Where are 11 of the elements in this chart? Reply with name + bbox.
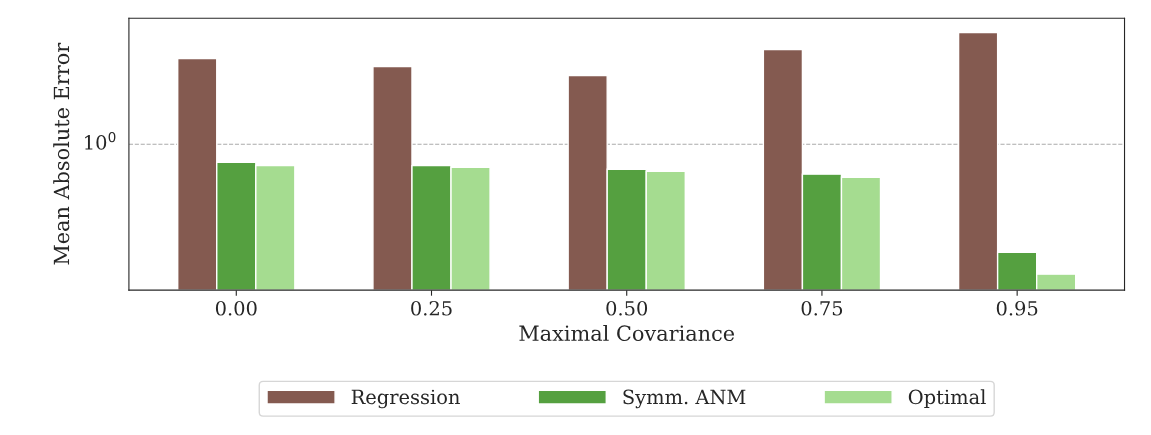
legend-label: Optimal [908,389,986,409]
y-axis-title: Mean Absolute Error [53,42,70,265]
x-tick-label: 0.75 [801,300,843,316]
x-axis-title: Maximal Covariance [519,324,735,342]
x-tick-label: 0.95 [996,300,1038,316]
x-tick-label: 0.50 [606,300,648,316]
x-tick-label: 0.00 [215,300,257,316]
legend-label: Regression [351,389,460,409]
x-tick-label: 0.25 [411,300,452,316]
text: 10$^{0}$ [85,131,116,150]
legend-label: Symm. ANM [623,389,746,409]
